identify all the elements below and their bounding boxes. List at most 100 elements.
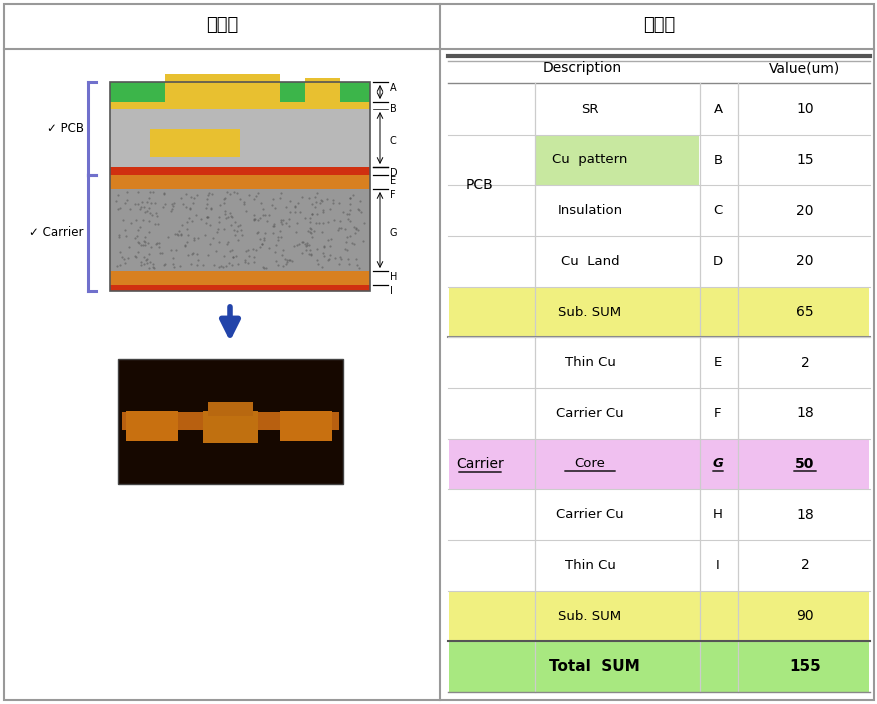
Point xyxy=(198,218,212,229)
Point xyxy=(174,192,188,203)
Point xyxy=(303,213,317,224)
Bar xyxy=(110,109,369,167)
Point xyxy=(316,217,330,228)
Point xyxy=(168,228,182,239)
Point xyxy=(131,237,145,248)
Point xyxy=(138,236,152,247)
Point xyxy=(187,232,201,244)
Point xyxy=(253,197,267,208)
Point xyxy=(298,241,312,252)
Text: B: B xyxy=(713,153,722,167)
Point xyxy=(276,245,290,256)
Bar xyxy=(110,102,369,109)
Point xyxy=(142,215,156,227)
Point xyxy=(228,250,242,261)
Bar xyxy=(448,641,868,692)
Bar xyxy=(118,359,343,484)
Point xyxy=(324,233,338,244)
Text: F: F xyxy=(713,407,721,420)
Point xyxy=(288,201,302,213)
Point xyxy=(315,261,329,272)
Point xyxy=(180,237,194,248)
Point xyxy=(220,187,234,198)
Text: 2: 2 xyxy=(800,356,809,370)
Point xyxy=(255,238,269,249)
Point xyxy=(256,232,270,244)
Point xyxy=(304,208,318,220)
Point xyxy=(132,221,146,232)
Point xyxy=(143,256,157,268)
Point xyxy=(223,245,237,256)
Point xyxy=(200,199,214,210)
Text: 2: 2 xyxy=(800,558,809,572)
Point xyxy=(228,230,242,241)
Point xyxy=(332,258,346,270)
Point xyxy=(233,220,247,231)
Point xyxy=(310,244,324,255)
Point xyxy=(112,260,126,271)
Point xyxy=(217,205,232,216)
Point xyxy=(327,252,341,263)
Point xyxy=(182,250,196,261)
Point xyxy=(194,213,208,225)
Bar xyxy=(165,74,280,102)
Text: PCB: PCB xyxy=(466,178,493,192)
Point xyxy=(148,198,162,209)
Point xyxy=(274,187,288,199)
Point xyxy=(267,203,282,214)
Text: I: I xyxy=(716,559,719,572)
Point xyxy=(137,201,151,213)
Point xyxy=(315,227,329,238)
Point xyxy=(130,231,144,242)
Point xyxy=(310,258,324,269)
Point xyxy=(332,198,346,209)
Point xyxy=(225,211,239,222)
Point xyxy=(346,190,360,201)
Point xyxy=(282,213,296,225)
Point xyxy=(274,216,288,227)
Point xyxy=(112,246,126,258)
Point xyxy=(305,208,319,220)
Point xyxy=(267,220,281,232)
Point xyxy=(137,251,151,262)
Point xyxy=(282,254,296,265)
Point xyxy=(274,215,288,226)
Point xyxy=(226,224,240,235)
Point xyxy=(217,250,232,261)
Point xyxy=(246,209,260,220)
Point xyxy=(353,196,367,207)
Point xyxy=(267,246,282,257)
Text: I: I xyxy=(389,286,392,296)
Point xyxy=(196,260,210,271)
Point xyxy=(246,194,260,205)
Point xyxy=(139,254,153,265)
Point xyxy=(146,187,160,198)
Point xyxy=(227,217,241,228)
Point xyxy=(242,189,256,201)
Point xyxy=(183,191,197,202)
Point xyxy=(348,222,362,234)
Point xyxy=(267,218,281,230)
Point xyxy=(278,217,292,228)
Point xyxy=(152,237,166,249)
Bar xyxy=(122,412,339,430)
Point xyxy=(165,203,179,214)
Point xyxy=(131,187,145,198)
Point xyxy=(191,254,205,265)
Point xyxy=(129,215,143,226)
Point xyxy=(353,206,367,218)
Point xyxy=(174,228,188,239)
Point xyxy=(316,204,330,215)
Point xyxy=(351,262,365,273)
Point xyxy=(343,215,357,227)
Point xyxy=(212,262,226,273)
Point xyxy=(275,215,289,226)
Point xyxy=(133,239,147,251)
Point xyxy=(345,237,359,249)
Point xyxy=(282,220,296,232)
Point xyxy=(178,239,192,251)
Point xyxy=(321,217,335,228)
Point xyxy=(217,193,232,204)
Point xyxy=(166,201,180,212)
Point xyxy=(300,225,314,236)
